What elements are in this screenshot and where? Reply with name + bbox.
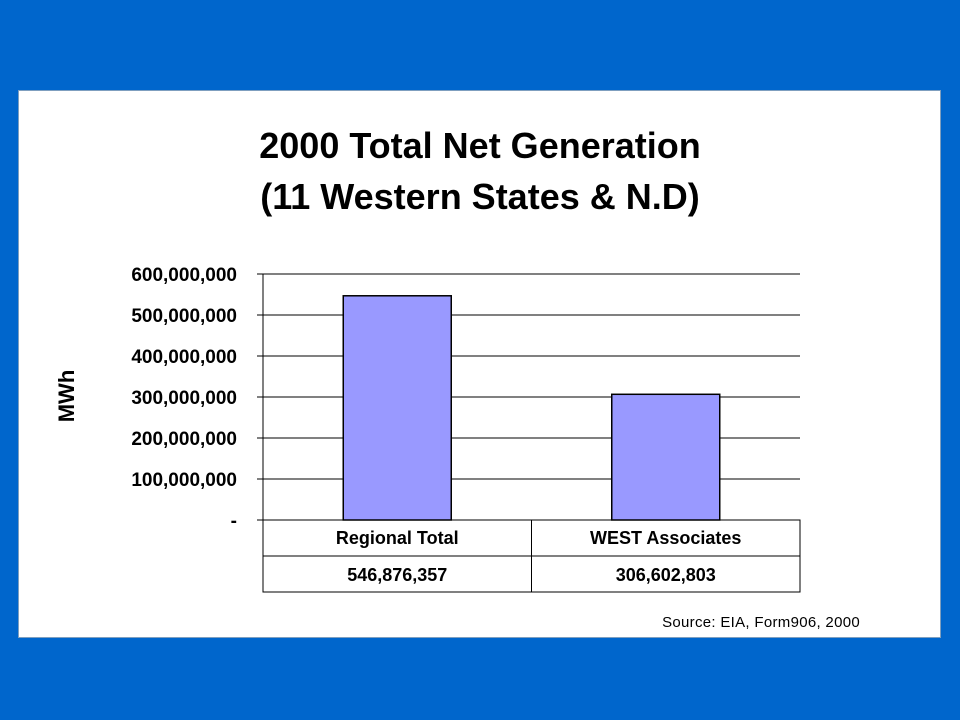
y-tick-label: 500,000,000	[131, 306, 237, 327]
y-tick-label: 300,000,000	[131, 388, 237, 409]
data-value-label: 546,876,357	[347, 565, 447, 585]
bar-0	[342, 295, 452, 521]
data-table: Regional Total 546,876,357 WEST Associates…	[262, 519, 801, 593]
data-value-label: 306,602,803	[616, 565, 716, 585]
y-tick-label: -	[231, 511, 237, 532]
slide-panel	[18, 90, 941, 638]
y-tick-label: 100,000,000	[131, 470, 237, 491]
y-axis-label: MWh	[54, 370, 79, 423]
category-label: WEST Associates	[590, 528, 741, 548]
chart-title: 2000 Total Net Generation	[259, 125, 701, 166]
y-tick-label: 400,000,000	[131, 347, 237, 368]
y-tick-label: 600,000,000	[131, 265, 237, 286]
y-axis-ticks: - 100,000,000 200,000,000 300,000,000 400,00…	[131, 265, 237, 532]
y-tick-label: 200,000,000	[131, 429, 237, 450]
category-label: Regional Total	[336, 528, 459, 548]
bars	[342, 295, 721, 521]
bar-1	[611, 393, 721, 521]
chart-subtitle: (11 Western States & N.D)	[260, 176, 700, 217]
source-note: Source: EIA, Form906, 2000	[662, 614, 860, 631]
